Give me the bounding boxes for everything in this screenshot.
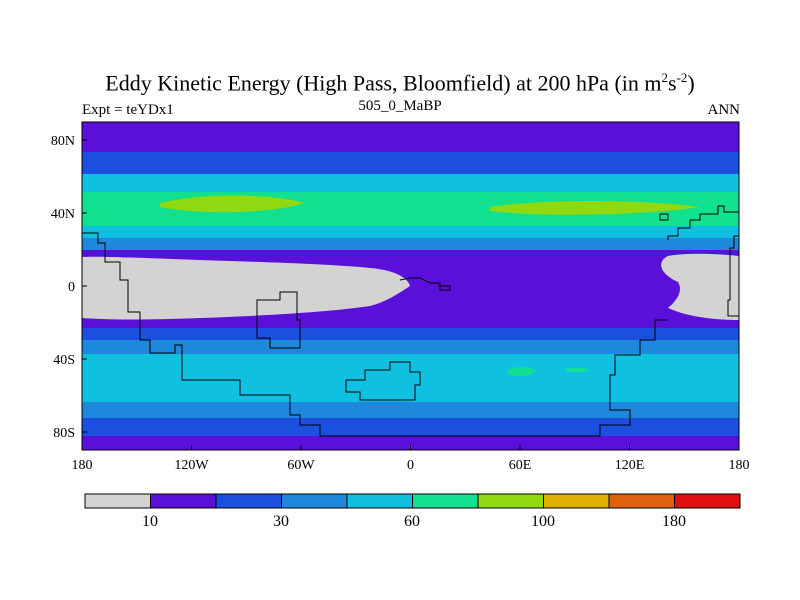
- colorbar-swatch: [543, 493, 610, 509]
- low-eke-region-west: [82, 256, 410, 320]
- y-tick-label: 80S: [53, 426, 75, 441]
- x-tick-label: 0: [407, 458, 414, 473]
- colorbar-label: 30: [273, 513, 289, 530]
- colorbar-swatch: [674, 493, 741, 509]
- y-tick-label: 80N: [51, 134, 75, 149]
- colorbar-swatch: [281, 493, 348, 509]
- pacific-jet-max: [490, 201, 700, 215]
- x-tick-label: 180: [729, 458, 750, 473]
- colorbar-swatch: [346, 493, 413, 509]
- x-tick-label: 60W: [287, 458, 315, 473]
- colorbar-swatch: [84, 493, 151, 509]
- y-tick-label: 40S: [53, 353, 75, 368]
- colorbar-swatch: [477, 493, 544, 509]
- colorbar: [84, 493, 741, 509]
- y-tick-label: 40N: [51, 207, 75, 222]
- colorbar-label: 60: [404, 513, 420, 530]
- colorbar-swatch: [215, 493, 282, 509]
- x-tick-label: 60E: [509, 458, 532, 473]
- experiment-label: Expt = teYDx1: [82, 102, 174, 118]
- low-eke-region-east: [661, 253, 739, 320]
- colorbar-swatch: [412, 493, 479, 509]
- map-subtitle: 505_0_MaBP: [358, 98, 442, 114]
- contour-field: [82, 122, 739, 450]
- x-tick-label: 180: [72, 458, 93, 473]
- season-label: ANN: [707, 102, 741, 118]
- x-tick-label: 120E: [615, 458, 645, 473]
- atlantic-jet-max: [160, 195, 305, 213]
- map-title: Eddy Kinetic Energy (High Pass, Bloomfie…: [105, 70, 695, 96]
- x-tick-label: 120W: [174, 458, 209, 473]
- colorbar-label: 100: [531, 513, 555, 530]
- colorbar-label: 10: [142, 513, 158, 530]
- colorbar-label: 180: [662, 513, 686, 530]
- colorbar-swatch: [608, 493, 675, 509]
- y-tick-label: 0: [68, 280, 75, 295]
- colorbar-swatch: [150, 493, 217, 509]
- coastlines: [82, 205, 739, 437]
- tick-marks: [81, 139, 740, 450]
